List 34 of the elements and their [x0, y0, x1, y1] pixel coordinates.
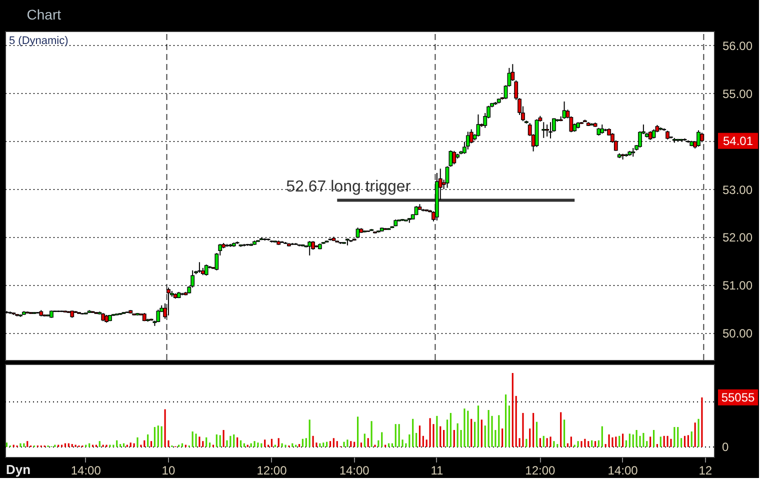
candlestick	[445, 166, 450, 188]
y-tick-label: 52.00	[722, 230, 753, 245]
chart-subtitle: 5 (Dynamic)	[9, 35, 68, 47]
candlestick	[652, 128, 656, 139]
x-tick-label: 12:00	[525, 464, 556, 478]
x-tick-label: 14:00	[339, 464, 370, 478]
candlestick	[166, 287, 170, 316]
text: Dyn	[6, 462, 31, 477]
x-tick-label: 12:00	[256, 464, 288, 478]
candlestick	[308, 240, 312, 256]
y-tick-label: 51.00	[722, 278, 753, 293]
text: 0	[722, 440, 729, 454]
candlestick	[696, 130, 700, 148]
y-tick-label: 50.00	[722, 326, 753, 341]
text: 55055	[721, 390, 756, 404]
x-tick-label: 10	[162, 464, 176, 478]
candlestick	[548, 122, 552, 139]
x-tick-label: 11	[430, 464, 444, 478]
candlestick	[476, 114, 480, 138]
x-tick-label: 14:00	[70, 464, 102, 478]
text: 54.01	[722, 134, 754, 148]
y-tick-label: 56.00	[722, 38, 753, 53]
series-label: 52.67 long trigger	[286, 178, 412, 196]
candlestick	[545, 124, 550, 138]
candlestick	[452, 150, 456, 165]
candlestick	[204, 264, 208, 276]
x-tick-label: 12	[698, 464, 712, 478]
x-tick-label: 14:00	[608, 464, 638, 478]
y-tick-label: 53.00	[722, 182, 753, 197]
y-tick-label: 55.00	[722, 86, 753, 101]
candlestick	[600, 124, 604, 134]
candlestick	[156, 309, 160, 323]
chart-title: Chart	[26, 6, 62, 22]
candlestick	[700, 132, 704, 143]
